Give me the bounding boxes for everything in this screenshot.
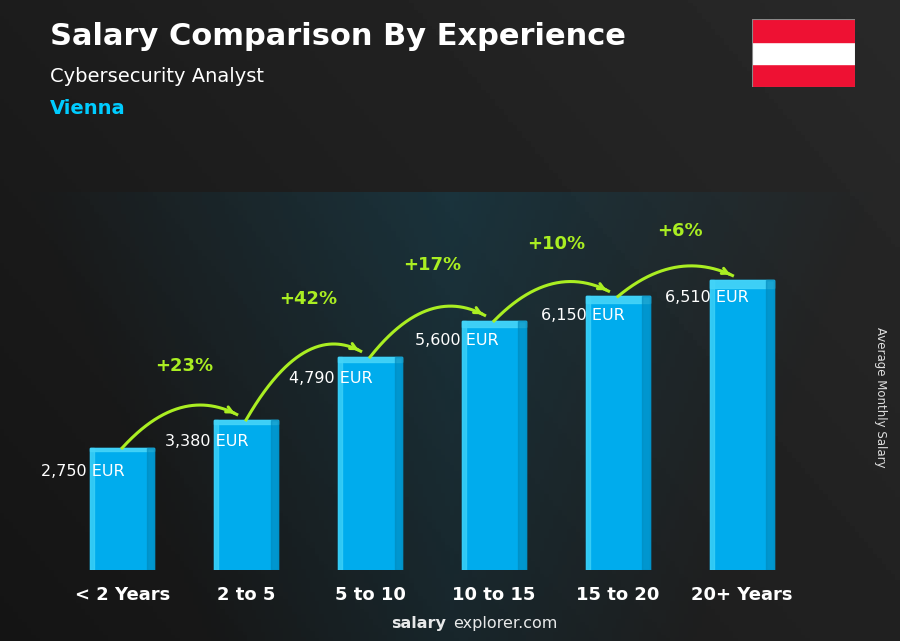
Text: 3,380 EUR: 3,380 EUR [165, 434, 248, 449]
Bar [338, 357, 342, 570]
Bar [338, 357, 402, 570]
Bar [518, 321, 526, 570]
Text: 5,600 EUR: 5,600 EUR [415, 333, 499, 349]
Bar [90, 448, 94, 570]
Bar [90, 448, 155, 451]
Bar [709, 280, 774, 570]
Bar [752, 42, 855, 64]
Text: Average Monthly Salary: Average Monthly Salary [874, 327, 886, 468]
Bar [90, 448, 155, 570]
Bar [271, 420, 278, 570]
Bar [766, 280, 774, 570]
Text: 2,750 EUR: 2,750 EUR [40, 463, 124, 479]
Text: +10%: +10% [526, 235, 585, 253]
Bar [462, 321, 526, 327]
Bar [147, 448, 155, 570]
Text: salary: salary [392, 617, 446, 631]
Bar [338, 357, 402, 362]
Bar [586, 296, 590, 570]
Bar [586, 296, 650, 570]
Text: Cybersecurity Analyst: Cybersecurity Analyst [50, 67, 264, 87]
Bar [394, 357, 402, 570]
Bar [462, 321, 526, 570]
Bar [214, 420, 278, 424]
Bar [709, 280, 714, 570]
Text: 4,790 EUR: 4,790 EUR [289, 371, 373, 387]
Bar [752, 19, 855, 42]
Bar [214, 420, 219, 570]
Bar [214, 420, 278, 570]
Text: 6,510 EUR: 6,510 EUR [665, 290, 749, 305]
Text: +23%: +23% [155, 357, 213, 376]
Text: Salary Comparison By Experience: Salary Comparison By Experience [50, 22, 625, 51]
Text: +42%: +42% [279, 290, 338, 308]
Text: 6,150 EUR: 6,150 EUR [541, 308, 626, 323]
Bar [586, 296, 650, 303]
Text: +6%: +6% [657, 222, 703, 240]
Text: Vienna: Vienna [50, 99, 125, 119]
Bar [643, 296, 650, 570]
Bar [709, 280, 774, 288]
Bar [462, 321, 466, 570]
Text: explorer.com: explorer.com [453, 617, 557, 631]
Bar [752, 64, 855, 87]
Text: +17%: +17% [403, 256, 461, 274]
